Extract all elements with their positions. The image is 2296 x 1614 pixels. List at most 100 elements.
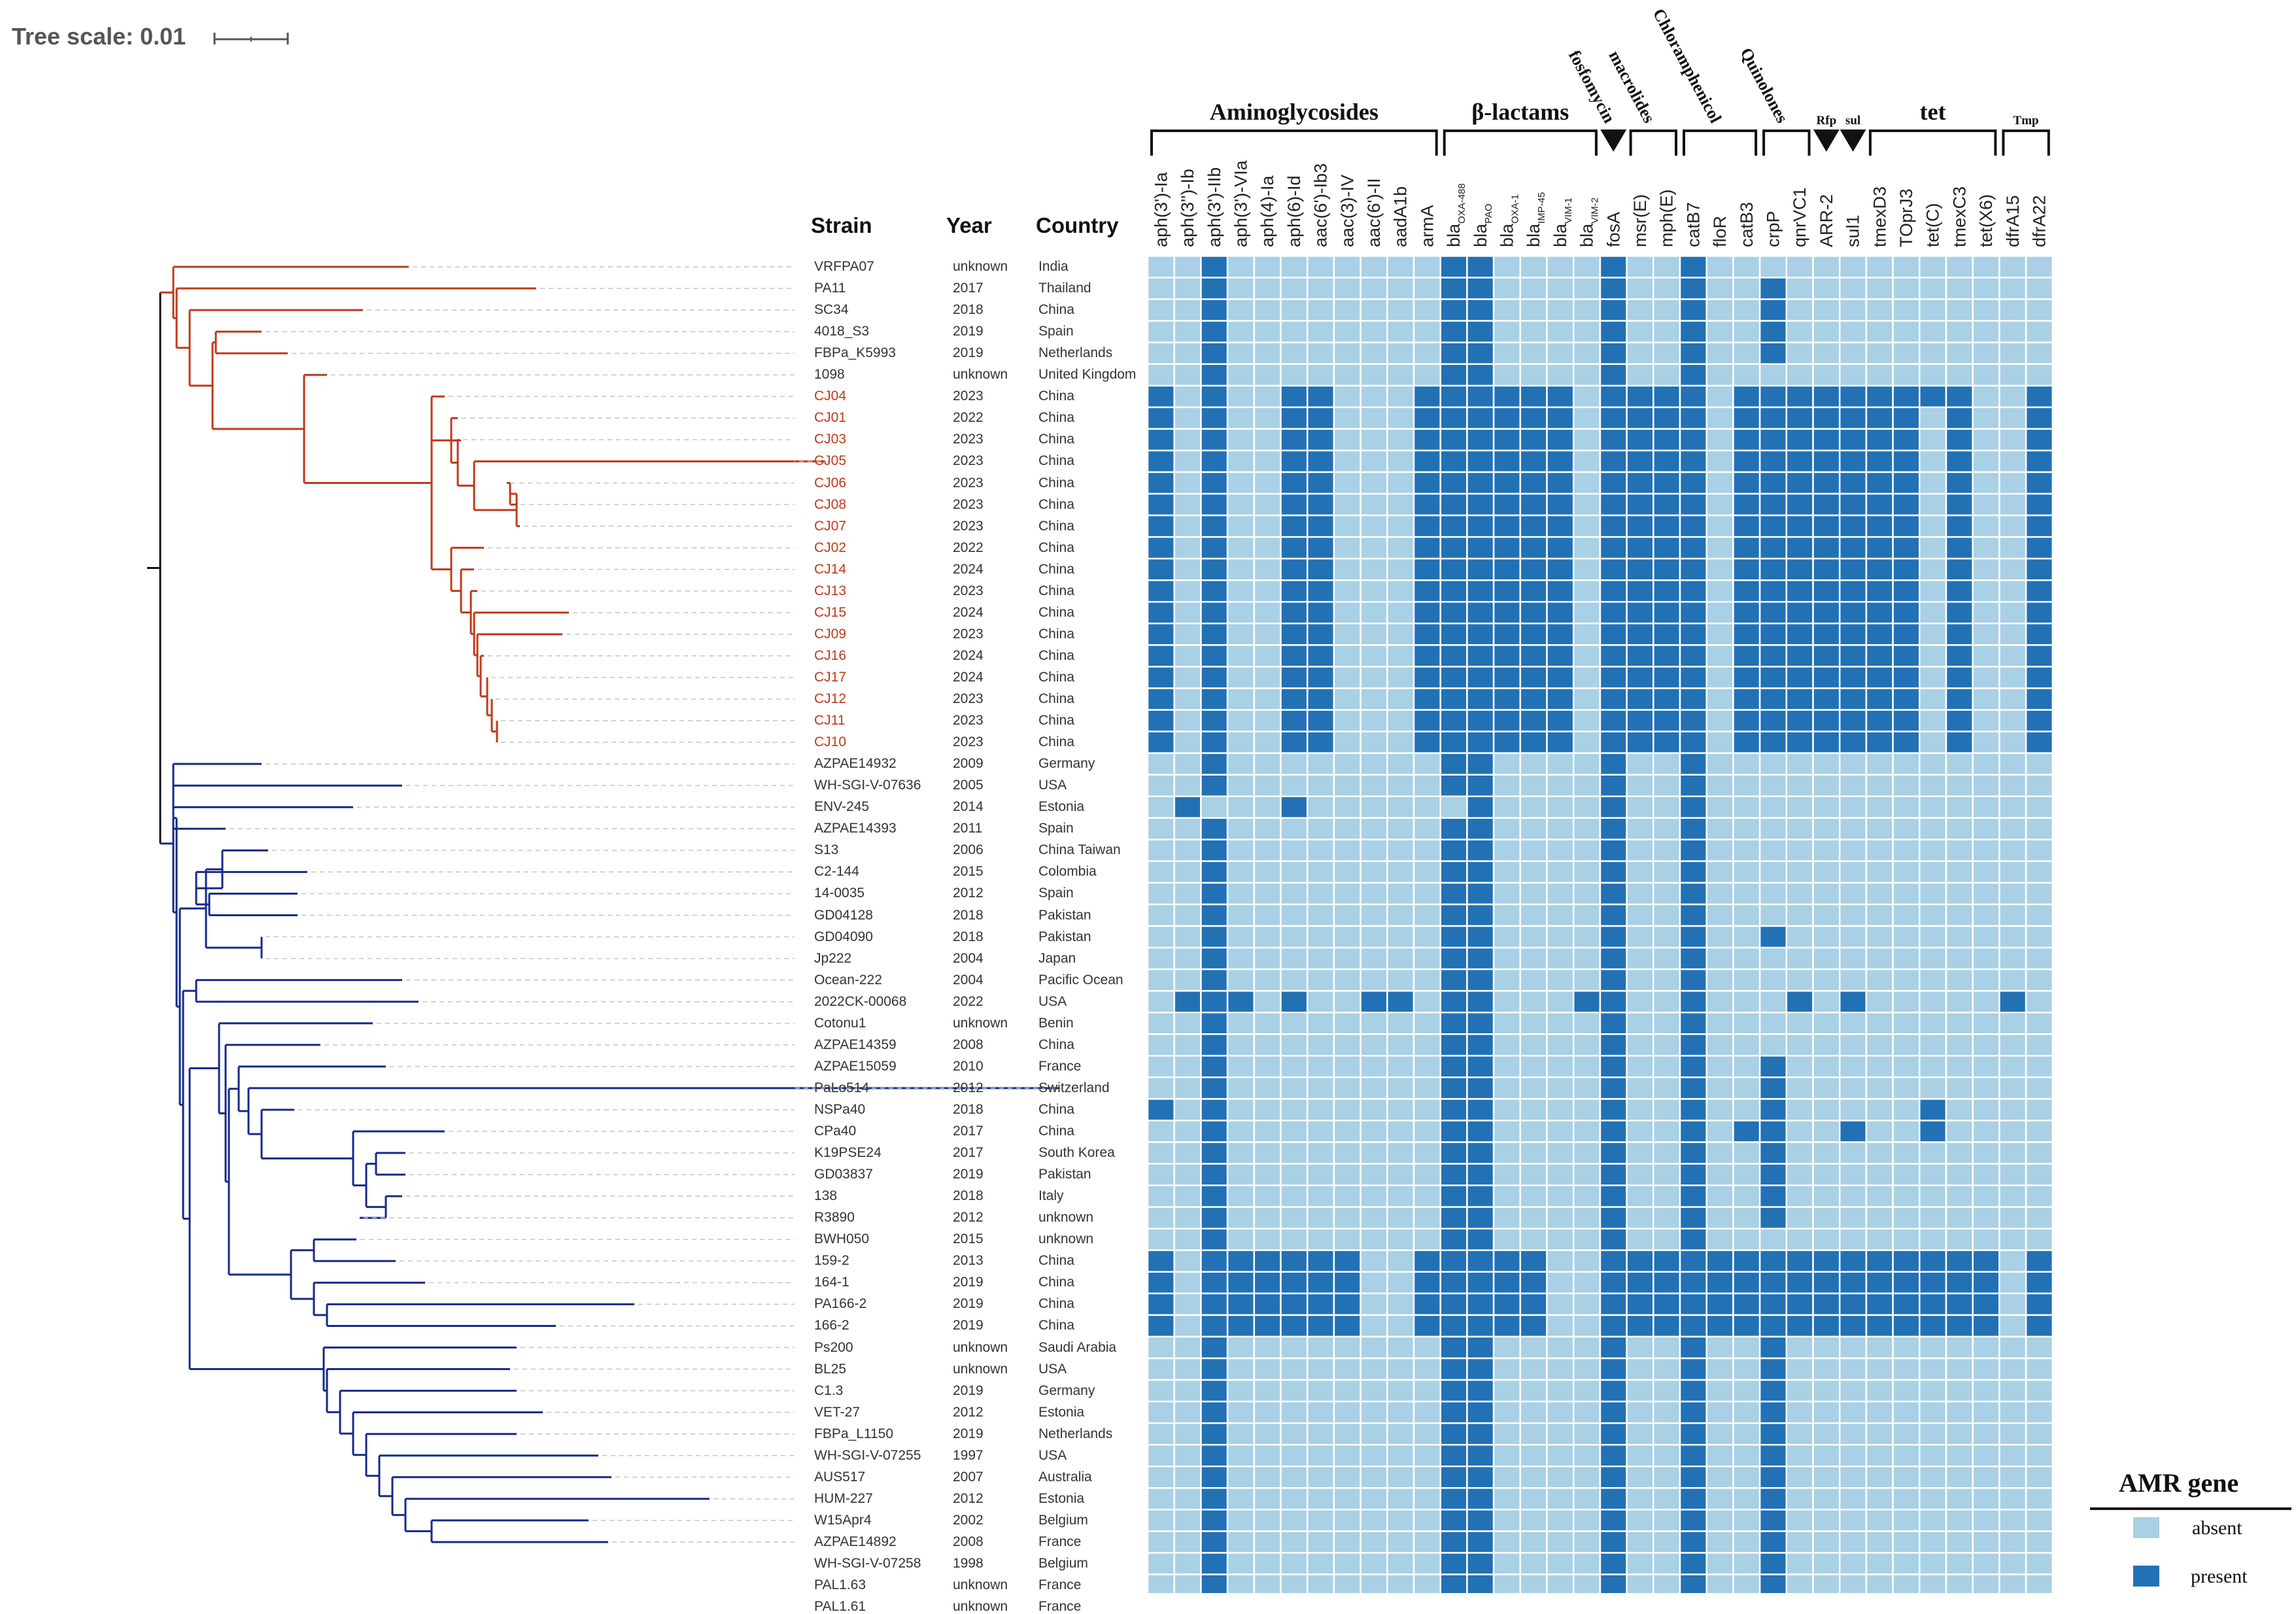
gene-cell-absent bbox=[1253, 989, 1282, 1014]
gene-cell-absent bbox=[1705, 1076, 1734, 1100]
gene-cell-present bbox=[1333, 1271, 1362, 1295]
gene-cell-absent bbox=[1705, 623, 1734, 646]
gene-cell-absent bbox=[1626, 1011, 1654, 1035]
gene-cell-absent bbox=[1838, 1206, 1868, 1229]
gene-cell-absent bbox=[1360, 1228, 1388, 1252]
gene-cell-absent bbox=[1758, 817, 1788, 841]
gene-cell-absent bbox=[1732, 903, 1761, 927]
gene-cell-absent bbox=[1998, 644, 2027, 668]
gene-cell-absent bbox=[1360, 1011, 1388, 1035]
group-bracket bbox=[2002, 129, 2050, 156]
strain-year: 2018 bbox=[953, 1188, 984, 1204]
gene-cell-absent bbox=[1173, 709, 1202, 732]
gene-cell-absent bbox=[1519, 752, 1548, 776]
gene-cell-absent bbox=[1280, 277, 1309, 300]
gene-cell-absent bbox=[1653, 320, 1681, 343]
gene-cell-present bbox=[1812, 449, 1841, 473]
gene-cell-absent bbox=[1253, 1443, 1282, 1468]
gene-cell-absent bbox=[1838, 1509, 1868, 1532]
gene-cell-absent bbox=[1972, 644, 2000, 668]
gene-cell-present bbox=[1919, 1098, 1947, 1122]
gene-cell-absent bbox=[1492, 320, 1522, 343]
gene-cell-absent bbox=[1386, 860, 1415, 884]
gene-cell-absent bbox=[1945, 774, 1974, 797]
gene-cell-present bbox=[1466, 989, 1495, 1014]
gene-cell-absent bbox=[1492, 1443, 1522, 1468]
gene-cell-absent bbox=[1546, 1249, 1575, 1273]
gene-cell-absent bbox=[1253, 1530, 1282, 1554]
strain-year: 2023 bbox=[953, 691, 984, 706]
gene-cell-present bbox=[1599, 341, 1628, 365]
gene-cell-present bbox=[1812, 557, 1841, 581]
gene-cell-absent bbox=[1626, 1228, 1654, 1252]
gene-cell-absent bbox=[1653, 860, 1681, 884]
gene-cell-absent bbox=[1998, 557, 2027, 581]
gene-cell-absent bbox=[1945, 1033, 1974, 1057]
gene-cell-absent bbox=[1785, 882, 1814, 906]
gene-cell-absent bbox=[1838, 1011, 1868, 1035]
gene-cell-present bbox=[1200, 752, 1229, 776]
gene-cell-present bbox=[1439, 1228, 1468, 1252]
gene-cell-present bbox=[1732, 730, 1761, 754]
gene-cell-absent bbox=[1812, 1400, 1841, 1424]
gene-cell-absent bbox=[1360, 1141, 1388, 1165]
gene-cell-present bbox=[1466, 968, 1495, 992]
strain-year: 2012 bbox=[953, 1404, 984, 1420]
gene-cell-present bbox=[1306, 406, 1335, 430]
gene-cell-absent bbox=[1386, 320, 1415, 343]
gene-cell-absent bbox=[1705, 277, 1734, 300]
gene-cell-present bbox=[1812, 666, 1841, 689]
gene-cell-absent bbox=[1919, 514, 1947, 538]
gene-cell-absent bbox=[1226, 1184, 1256, 1208]
gene-cell-absent bbox=[1226, 968, 1256, 992]
gene-cell-present bbox=[1200, 1163, 1229, 1186]
gene-cell-present bbox=[1413, 730, 1441, 754]
gene-cell-absent bbox=[1280, 1400, 1309, 1424]
gene-cell-absent bbox=[1838, 795, 1868, 819]
gene-cell-present bbox=[1838, 557, 1868, 581]
gene-column-label: blaOXA-488 bbox=[1444, 183, 1467, 247]
gene-cell-present bbox=[1679, 1487, 1707, 1511]
gene-cell-absent bbox=[1519, 1120, 1548, 1143]
gene-cell-present bbox=[1758, 1379, 1788, 1403]
gene-cell-absent bbox=[1919, 1443, 1947, 1468]
gene-cell-present bbox=[1732, 579, 1761, 603]
gene-cell-absent bbox=[1919, 277, 1947, 300]
gene-cell-present bbox=[1439, 1573, 1468, 1593]
gene-cell-absent bbox=[1705, 1184, 1734, 1208]
gene-cell-absent bbox=[1572, 449, 1602, 473]
gene-cell-absent bbox=[1653, 298, 1681, 322]
gene-cell-absent bbox=[1146, 752, 1175, 776]
gene-cell-present bbox=[1439, 752, 1468, 776]
group-bracket bbox=[1868, 129, 1997, 156]
gene-cell-present bbox=[1466, 557, 1495, 581]
gene-cell-present bbox=[1626, 601, 1654, 625]
gene-cell-absent bbox=[1173, 579, 1202, 603]
gene-cell-absent bbox=[1413, 1487, 1441, 1511]
gene-cell-absent bbox=[1253, 1141, 1282, 1165]
gene-cell-present bbox=[1679, 925, 1707, 949]
gene-cell-absent bbox=[1919, 298, 1947, 322]
gene-cell-absent bbox=[1173, 1055, 1202, 1078]
gene-cell-present bbox=[1200, 838, 1229, 863]
gene-cell-absent bbox=[1280, 860, 1309, 884]
gene-cell-present bbox=[1280, 471, 1309, 495]
gene-cell-absent bbox=[1253, 557, 1282, 581]
gene-cell-absent bbox=[1360, 752, 1388, 776]
gene-cell-absent bbox=[1838, 1141, 1868, 1165]
gene-cell-absent bbox=[1732, 1206, 1761, 1229]
gene-cell-absent bbox=[1146, 1120, 1175, 1143]
gene-cell-absent bbox=[1572, 1573, 1602, 1593]
gene-cell-absent bbox=[1972, 709, 2000, 732]
gene-cell-absent bbox=[1785, 1335, 1814, 1360]
strain-name: BWH050 bbox=[814, 1231, 870, 1247]
gene-cell-absent bbox=[1572, 623, 1602, 646]
gene-column-label: blaVIM-1 bbox=[1551, 197, 1574, 247]
gene-cell-absent bbox=[1360, 492, 1388, 517]
gene-cell-present bbox=[1758, 385, 1788, 409]
gene-cell-present bbox=[1679, 492, 1707, 517]
gene-cell-absent bbox=[1306, 989, 1335, 1014]
gene-cell-absent bbox=[1812, 1184, 1841, 1208]
gene-cell-present bbox=[1519, 1249, 1548, 1273]
gene-cell-present bbox=[1758, 666, 1788, 689]
